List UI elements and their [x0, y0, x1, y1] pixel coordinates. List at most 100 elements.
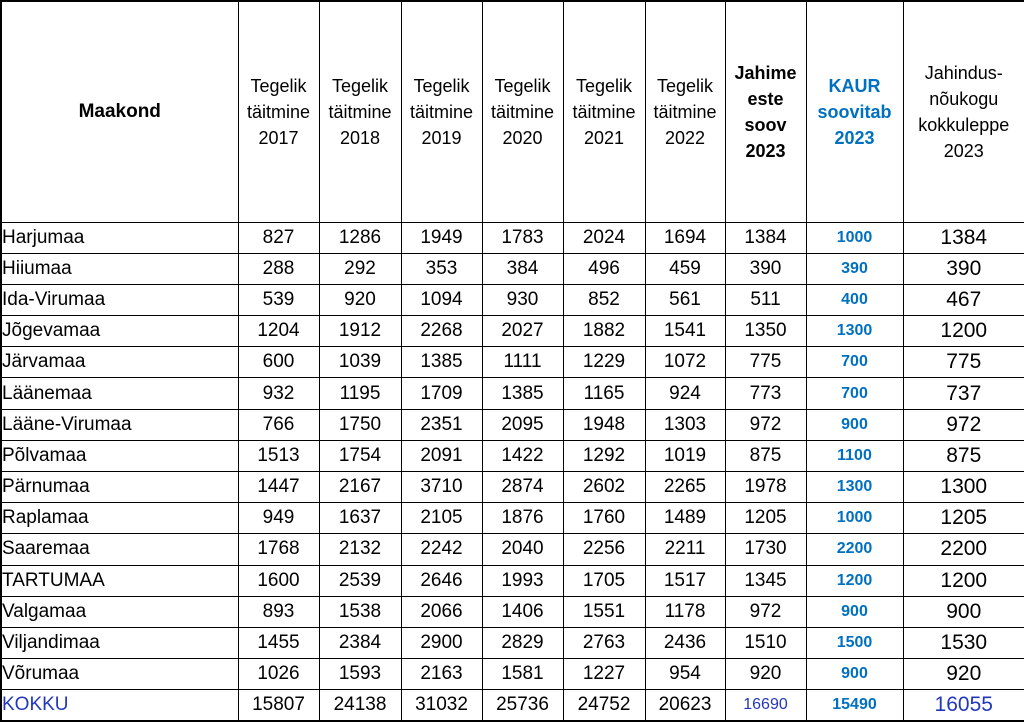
value-cell: 900: [805, 595, 904, 628]
value-cell: 1593: [318, 658, 402, 691]
value-cell: 875: [724, 439, 807, 473]
column-header-leppe2023: Jahindus- nõukogu kokkuleppe 2023: [902, 0, 1024, 223]
county-name-cell: Saaremaa: [0, 533, 239, 566]
column-header-t2018: Tegelik täitmine 2018: [318, 0, 402, 223]
value-cell: 400: [805, 283, 904, 317]
value-cell: 1385: [481, 377, 564, 410]
value-cell: 1385: [400, 346, 483, 379]
county-name-cell: TARTUMAA: [0, 564, 239, 597]
value-cell: 2105: [400, 502, 483, 535]
value-cell: 930: [481, 283, 564, 317]
value-cell: 390: [805, 252, 904, 285]
value-cell: 1205: [724, 502, 807, 535]
table-row: Valgamaa 893 1538 2066 1406 1551 1178 972 900 900: [0, 595, 1024, 628]
value-cell: 900: [805, 408, 904, 441]
value-cell: 1229: [562, 346, 646, 379]
value-cell: 1292: [562, 439, 646, 473]
total-row: KOKKU 15807 24138 31032 25736 24752 20623 16690…: [0, 689, 1024, 722]
table-head: Maakond Tegelik täitmine 2017 Tegelik täit…: [0, 0, 1024, 223]
value-cell: 561: [644, 283, 726, 317]
value-cell: 1303: [644, 408, 726, 441]
table-row: Läänemaa 932 1195 1709 1385 1165 924 773 700 737: [0, 377, 1024, 410]
table-row: Põlvamaa 1513 1754 2091 1422 1292 1019 875 1100 8…: [0, 439, 1024, 473]
value-cell: 1455: [237, 626, 320, 660]
value-cell: 1094: [400, 283, 483, 317]
county-name-cell: Valgamaa: [0, 595, 239, 628]
value-cell: 292: [318, 252, 402, 285]
value-cell: 1350: [724, 315, 807, 348]
table-row: Pärnumaa 1447 2167 3710 2874 2602 2265 1978 1300…: [0, 470, 1024, 504]
total-value-cell: 24138: [318, 689, 402, 722]
column-header-t2022: Tegelik täitmine 2022: [644, 0, 726, 223]
value-cell: 1286: [318, 221, 402, 254]
value-cell: 1760: [562, 502, 646, 535]
value-cell: 384: [481, 252, 564, 285]
value-cell: 1489: [644, 502, 726, 535]
value-cell: 773: [724, 377, 807, 410]
value-cell: 920: [902, 658, 1024, 691]
value-cell: 600: [237, 346, 320, 379]
county-name-cell: Pärnumaa: [0, 470, 239, 504]
value-cell: 3710: [400, 470, 483, 504]
county-name-cell: Viljandimaa: [0, 626, 239, 660]
total-value-cell: 15490: [805, 689, 904, 722]
county-name-cell: Läänemaa: [0, 377, 239, 410]
header-row: Maakond Tegelik täitmine 2017 Tegelik täit…: [0, 0, 1024, 223]
value-cell: 496: [562, 252, 646, 285]
value-cell: 2095: [481, 408, 564, 441]
value-cell: 2763: [562, 626, 646, 660]
value-cell: 1513: [237, 439, 320, 473]
value-cell: 1637: [318, 502, 402, 535]
value-cell: 1600: [237, 564, 320, 597]
table-row: Lääne-Virumaa 766 1750 2351 2095 1948 1303 972 9…: [0, 408, 1024, 441]
value-cell: 1200: [902, 564, 1024, 597]
value-cell: 1709: [400, 377, 483, 410]
table-row: Saaremaa 1768 2132 2242 2040 2256 2211 1730 2200…: [0, 533, 1024, 566]
value-cell: 775: [902, 346, 1024, 379]
table-row: Võrumaa 1026 1593 2163 1581 1227 954 920 900 920: [0, 658, 1024, 691]
value-cell: 2211: [644, 533, 726, 566]
table-row: Ida-Virumaa 539 920 1094 930 852 561 511 400 467: [0, 283, 1024, 317]
column-header-t2021: Tegelik täitmine 2021: [562, 0, 646, 223]
value-cell: 1581: [481, 658, 564, 691]
value-cell: 2351: [400, 408, 483, 441]
value-cell: 1730: [724, 533, 807, 566]
value-cell: 920: [724, 658, 807, 691]
table-body: Harjumaa 827 1286 1949 1783 2024 1694 1384 1000 1…: [0, 221, 1024, 722]
column-header-t2017: Tegelik täitmine 2017: [237, 0, 320, 223]
value-cell: 1178: [644, 595, 726, 628]
value-cell: 1694: [644, 221, 726, 254]
value-cell: 288: [237, 252, 320, 285]
column-header-t2020: Tegelik täitmine 2020: [481, 0, 564, 223]
value-cell: 459: [644, 252, 726, 285]
total-value-cell: 24752: [562, 689, 646, 722]
value-cell: 2200: [805, 533, 904, 566]
value-cell: 1530: [902, 626, 1024, 660]
value-cell: 1384: [724, 221, 807, 254]
value-cell: 1541: [644, 315, 726, 348]
total-value-cell: 16055: [902, 689, 1024, 722]
value-cell: 1517: [644, 564, 726, 597]
value-cell: 700: [805, 346, 904, 379]
value-cell: 1000: [805, 221, 904, 254]
value-cell: 1912: [318, 315, 402, 348]
county-name-cell: Harjumaa: [0, 221, 239, 254]
value-cell: 511: [724, 283, 807, 317]
value-cell: 700: [805, 377, 904, 410]
value-cell: 972: [724, 408, 807, 441]
value-cell: 2829: [481, 626, 564, 660]
table-row: Harjumaa 827 1286 1949 1783 2024 1694 1384 1000 1…: [0, 221, 1024, 254]
table-row: TARTUMAA 1600 2539 2646 1993 1705 1517 1345 1200…: [0, 564, 1024, 597]
value-cell: 900: [902, 595, 1024, 628]
value-cell: 1750: [318, 408, 402, 441]
value-cell: 2132: [318, 533, 402, 566]
value-cell: 1204: [237, 315, 320, 348]
value-cell: 1072: [644, 346, 726, 379]
total-value-cell: 15807: [237, 689, 320, 722]
value-cell: 2900: [400, 626, 483, 660]
value-cell: 467: [902, 283, 1024, 317]
column-header-kaur2023: KAUR soovitab 2023: [805, 0, 904, 223]
value-cell: 2874: [481, 470, 564, 504]
